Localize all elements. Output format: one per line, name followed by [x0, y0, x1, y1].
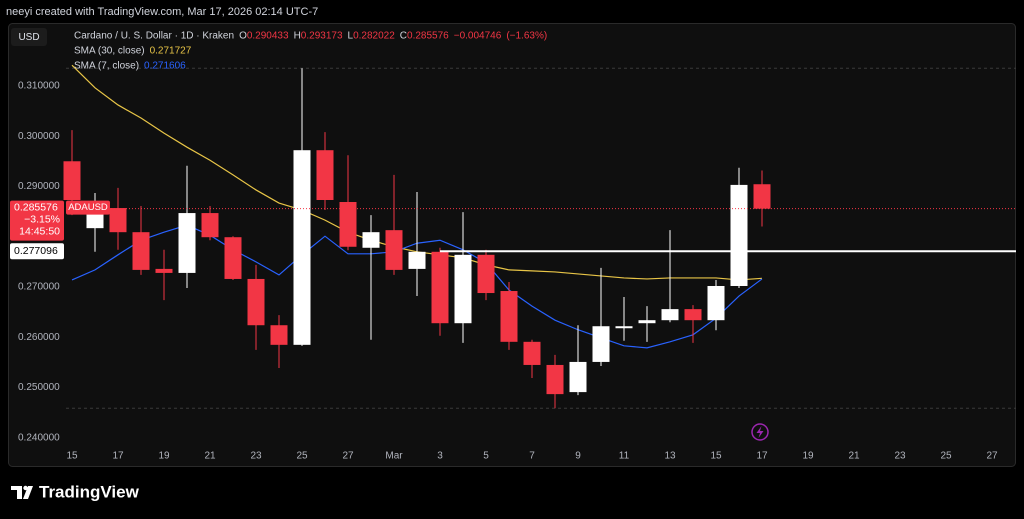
x-tick-label: 15 — [710, 451, 722, 462]
price-change-label: −3.15% — [24, 213, 60, 225]
candle-body — [178, 213, 196, 273]
candle-body — [454, 254, 472, 324]
x-tick-label: 7 — [529, 451, 535, 462]
candle-body — [569, 361, 587, 393]
candle-body — [730, 184, 748, 286]
legend-text: L — [348, 31, 354, 42]
price-label: 0.285576 — [14, 201, 58, 213]
legend-text: 0.285576 — [407, 31, 449, 42]
x-tick-label: 21 — [848, 451, 860, 462]
y-tick-label: 0.290000 — [18, 181, 60, 192]
y-tick-label: 0.250000 — [18, 382, 60, 393]
symbol-tag-box — [66, 200, 110, 215]
y-tick-label: 0.260000 — [18, 332, 60, 343]
candle-body — [63, 161, 81, 200]
candle-body — [247, 278, 265, 326]
x-tick-label: 9 — [575, 451, 581, 462]
candle-body — [638, 320, 656, 324]
legend-text: 0.271606 — [144, 61, 186, 72]
candle-body — [109, 208, 127, 233]
candle-body — [546, 364, 564, 395]
x-tick-label: 23 — [250, 451, 262, 462]
legend-text: (−1.63%) — [506, 31, 547, 42]
level-label-box — [10, 243, 64, 260]
candle-body — [132, 232, 150, 270]
x-tick-label: 11 — [619, 451, 630, 462]
countdown-label: 14:45:50 — [19, 225, 60, 237]
logo-mark — [23, 485, 28, 491]
candle-body — [408, 251, 426, 269]
y-tick-label: 0.310000 — [18, 80, 60, 91]
legend-text: SMA (7, close) — [74, 61, 139, 72]
currency-button[interactable] — [11, 28, 47, 46]
x-tick-label: 27 — [342, 451, 354, 462]
legend-text: −0.004746 — [454, 31, 502, 42]
candle-body — [316, 150, 334, 200]
x-tick-label: 17 — [756, 451, 768, 462]
candle-body — [500, 291, 518, 342]
icon-circle[interactable] — [751, 423, 769, 441]
x-tick-label: 17 — [112, 451, 124, 462]
credit: neeyi created with TradingView.com, Mar … — [6, 6, 318, 18]
lightning-icon[interactable] — [751, 423, 769, 441]
candle-body — [477, 254, 495, 294]
candle-body — [155, 268, 173, 273]
price-label-box — [10, 200, 64, 241]
x-tick-label: 25 — [940, 451, 952, 462]
candle-body — [270, 325, 288, 345]
logo-mark — [11, 486, 22, 499]
x-tick-label: 19 — [802, 451, 814, 462]
candle-body — [684, 309, 702, 321]
x-tick-label: 5 — [483, 451, 489, 462]
brand-logo — [11, 485, 33, 499]
legend-text: SMA (30, close) — [74, 46, 145, 57]
candle-body — [753, 184, 771, 209]
candle-body — [523, 341, 541, 365]
x-tick-label: 27 — [986, 451, 998, 462]
candle-body — [224, 237, 242, 279]
legend-text: 0.290433 — [247, 31, 289, 42]
x-tick-label: 25 — [296, 451, 308, 462]
candle-body — [661, 309, 679, 321]
icon-bolt[interactable] — [756, 426, 764, 438]
legend-text: 0.282022 — [353, 31, 395, 42]
x-tick-label: 21 — [204, 451, 216, 462]
candle-body — [385, 230, 403, 270]
legend-text: H — [294, 31, 301, 42]
candle-body — [339, 202, 357, 247]
legend-text: C — [400, 31, 407, 42]
candle-body — [707, 285, 725, 321]
logo-mark — [23, 486, 33, 499]
legend-text: Cardano / U. S. Dollar · 1D · Kraken — [74, 31, 234, 42]
candle-body — [592, 326, 610, 362]
legend-text: 0.293173 — [301, 31, 343, 42]
legend-text: O — [239, 31, 247, 42]
x-tick-label: 15 — [66, 451, 78, 462]
candle-body — [431, 251, 449, 324]
x-tick-label: Mar — [385, 451, 403, 462]
candle-body — [86, 214, 104, 229]
x-tick-label: 13 — [664, 451, 676, 462]
chart-panel — [8, 23, 1016, 467]
candle-body — [615, 326, 633, 329]
candle-body — [293, 150, 311, 345]
candle-body — [362, 232, 380, 248]
legend-text: 0.271727 — [150, 46, 192, 57]
y-tick-label: 0.270000 — [18, 282, 60, 293]
symbol-tag: ADAUSD — [68, 202, 108, 213]
x-tick-label: 3 — [437, 451, 443, 462]
currency-label[interactable]: USD — [18, 32, 39, 43]
brand-name: TradingView — [39, 482, 140, 501]
candle-body — [201, 213, 219, 238]
y-tick-label: 0.240000 — [18, 433, 60, 444]
level-label: 0.277096 — [14, 245, 58, 257]
x-tick-label: 19 — [158, 451, 170, 462]
x-tick-label: 23 — [894, 451, 906, 462]
y-tick-label: 0.300000 — [18, 131, 60, 142]
